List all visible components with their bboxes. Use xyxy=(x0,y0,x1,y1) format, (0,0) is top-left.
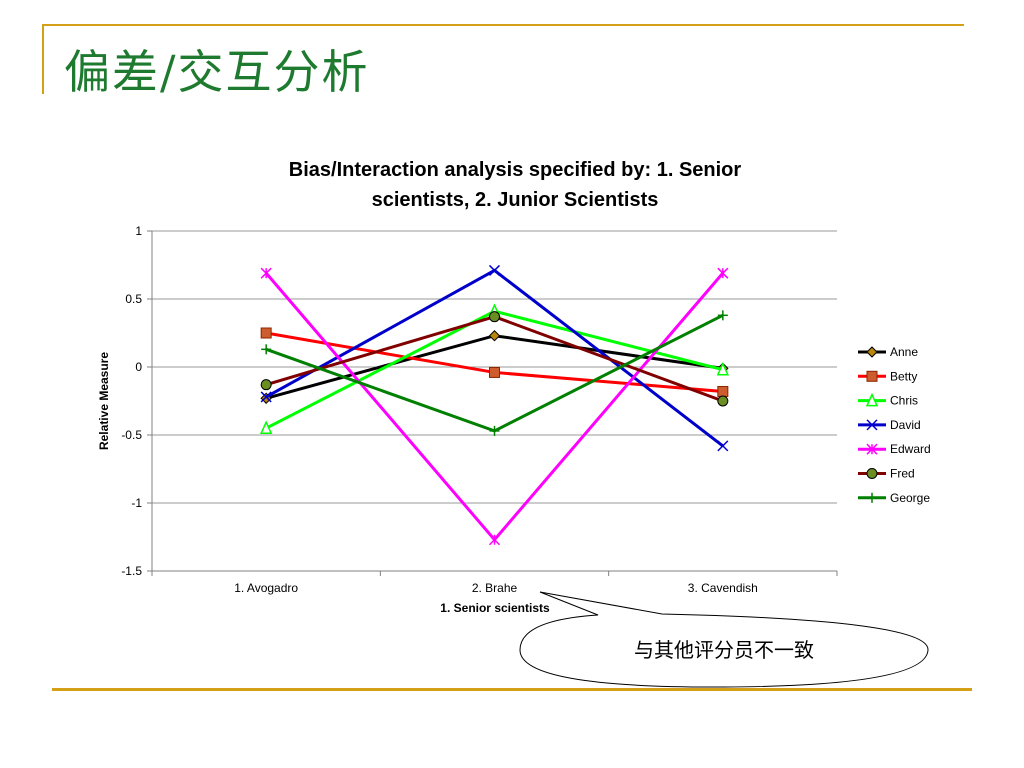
legend: Anne Betty Chris David Edward Fred George xyxy=(858,345,931,505)
x-tick-label: 3. Cavendish xyxy=(688,581,758,595)
data-point-george xyxy=(261,344,272,355)
data-point-edward xyxy=(260,267,272,279)
y-tick-label: -1.5 xyxy=(121,564,142,578)
slide-title: 偏差/交互分析 xyxy=(64,45,370,99)
legend-label-george: George xyxy=(890,491,930,505)
callout-bubble xyxy=(519,591,929,688)
legend-label-anne: Anne xyxy=(890,345,918,359)
data-point-david xyxy=(717,440,729,452)
data-point-betty xyxy=(717,385,729,397)
data-point-david xyxy=(260,391,272,403)
callout-text: 与其他评分员不一致 xyxy=(634,638,814,662)
x-tick-label: 2. Brahe xyxy=(472,581,518,595)
legend-marker-david xyxy=(866,419,878,431)
data-point-chris xyxy=(716,361,729,376)
data-point-george xyxy=(717,310,728,321)
y-tick-label: 0.5 xyxy=(125,292,142,306)
gridlines xyxy=(152,230,837,572)
data-point-edward xyxy=(488,534,501,546)
series-line-betty xyxy=(265,331,723,393)
y-axis-label: Relative Measure xyxy=(97,352,111,450)
chart-title-line-1: Bias/Interaction analysis specified by: … xyxy=(289,159,742,181)
y-tick-label: 0 xyxy=(135,360,142,374)
y-tick-label: 1 xyxy=(135,224,142,238)
top-rule xyxy=(42,24,964,26)
x-axis-label: 1. Senior scientists xyxy=(440,601,550,615)
data-point-fred xyxy=(260,379,272,391)
legend-label-david: David xyxy=(890,418,921,432)
legend-marker-fred xyxy=(866,468,878,479)
legend-label-edward: Edward xyxy=(890,442,931,456)
legend-marker-anne xyxy=(866,346,878,358)
chart-title-line-2: scientists, 2. Junior Scientists xyxy=(372,189,659,211)
x-tick-labels: 1. Avogadro 2. Brahe 3. Cavendish xyxy=(234,581,758,595)
data-point-betty xyxy=(260,327,272,339)
data-point-fred xyxy=(489,311,500,323)
data-point-chris xyxy=(260,420,273,434)
legend-label-fred: Fred xyxy=(890,467,915,481)
series-lines xyxy=(260,264,729,546)
legend-marker-betty xyxy=(866,370,878,382)
legend-label-chris: Chris xyxy=(890,394,918,408)
data-point-fred xyxy=(717,395,729,407)
legend-label-betty: Betty xyxy=(890,369,917,383)
data-point-edward xyxy=(717,267,729,279)
x-tick-label: 1. Avogadro xyxy=(234,581,298,595)
y-tick-labels: 1 0.5 0 -0.5 -1 -1.5 xyxy=(121,224,142,578)
data-point-david xyxy=(488,264,501,276)
y-tick-label: -1 xyxy=(131,496,142,510)
axes xyxy=(147,230,838,576)
data-point-betty xyxy=(489,366,500,378)
bottom-rule xyxy=(52,688,972,691)
legend-marker-george xyxy=(867,492,877,503)
side-rule xyxy=(42,24,44,94)
legend-marker-edward xyxy=(866,443,878,455)
y-tick-label: -0.5 xyxy=(121,428,142,442)
data-point-anne xyxy=(488,330,501,342)
data-point-george xyxy=(489,425,500,436)
legend-marker-chris xyxy=(865,392,879,407)
